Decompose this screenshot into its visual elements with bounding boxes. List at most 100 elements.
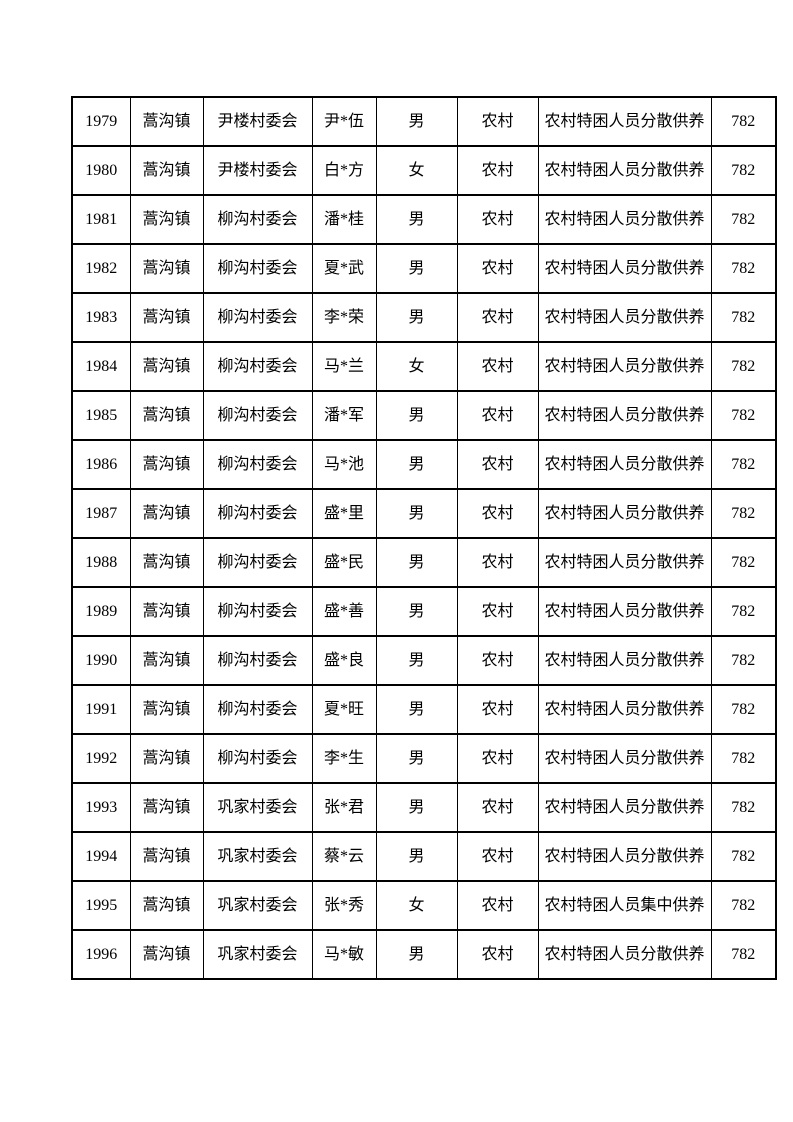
cell-assistance-category: 农村特困人员分散供养 bbox=[537, 96, 712, 147]
cell-gender: 男 bbox=[375, 292, 458, 343]
table-row: 1994 蒿沟镇 巩家村委会 蔡*云 男 农村 农村特困人员分散供养 782 bbox=[71, 831, 777, 882]
cell-amount: 782 bbox=[710, 586, 777, 637]
cell-person-name: 夏*武 bbox=[311, 243, 377, 294]
cell-serial-number: 1987 bbox=[71, 488, 131, 539]
cell-serial-number: 1993 bbox=[71, 782, 131, 833]
cell-assistance-category: 农村特困人员分散供养 bbox=[537, 341, 712, 392]
cell-region-type: 农村 bbox=[456, 782, 539, 833]
cell-amount: 782 bbox=[710, 243, 777, 294]
cell-gender: 男 bbox=[375, 586, 458, 637]
cell-gender: 男 bbox=[375, 488, 458, 539]
cell-gender: 男 bbox=[375, 929, 458, 980]
cell-assistance-category: 农村特困人员分散供养 bbox=[537, 194, 712, 245]
cell-amount: 782 bbox=[710, 635, 777, 686]
cell-village-committee: 柳沟村委会 bbox=[202, 488, 313, 539]
assistance-category-text: 农村特困人员分散供养 bbox=[544, 407, 705, 424]
table-row: 1991 蒿沟镇 柳沟村委会 夏*旺 男 农村 农村特困人员分散供养 782 bbox=[71, 684, 777, 735]
cell-amount: 782 bbox=[710, 831, 777, 882]
cell-serial-number: 1992 bbox=[71, 733, 131, 784]
cell-person-name: 潘*桂 bbox=[311, 194, 377, 245]
cell-serial-number: 1979 bbox=[71, 96, 131, 147]
cell-amount: 782 bbox=[710, 537, 777, 588]
cell-town: 蒿沟镇 bbox=[129, 194, 204, 245]
cell-village-committee: 柳沟村委会 bbox=[202, 439, 313, 490]
assistance-category-text: 农村特困人员分散供养 bbox=[544, 113, 705, 130]
cell-serial-number: 1996 bbox=[71, 929, 131, 980]
cell-gender: 男 bbox=[375, 243, 458, 294]
cell-person-name: 马*敏 bbox=[311, 929, 377, 980]
cell-amount: 782 bbox=[710, 145, 777, 196]
cell-assistance-category: 农村特困人员分散供养 bbox=[537, 635, 712, 686]
cell-serial-number: 1990 bbox=[71, 635, 131, 686]
table-body: 1979 蒿沟镇 尹楼村委会 尹*伍 男 农村 农村特困人员分散供养 782 1… bbox=[71, 96, 777, 980]
cell-person-name: 盛*良 bbox=[311, 635, 377, 686]
cell-person-name: 张*秀 bbox=[311, 880, 377, 931]
cell-village-committee: 柳沟村委会 bbox=[202, 390, 313, 441]
cell-assistance-category: 农村特困人员分散供养 bbox=[537, 684, 712, 735]
cell-town: 蒿沟镇 bbox=[129, 586, 204, 637]
cell-person-name: 蔡*云 bbox=[311, 831, 377, 882]
assistance-category-text: 农村特困人员分散供养 bbox=[544, 701, 705, 718]
cell-amount: 782 bbox=[710, 488, 777, 539]
table-row: 1979 蒿沟镇 尹楼村委会 尹*伍 男 农村 农村特困人员分散供养 782 bbox=[71, 96, 777, 147]
cell-village-committee: 巩家村委会 bbox=[202, 929, 313, 980]
cell-region-type: 农村 bbox=[456, 341, 539, 392]
table-row: 1990 蒿沟镇 柳沟村委会 盛*良 男 农村 农村特困人员分散供养 782 bbox=[71, 635, 777, 686]
cell-amount: 782 bbox=[710, 782, 777, 833]
cell-assistance-category: 农村特困人员分散供养 bbox=[537, 537, 712, 588]
cell-assistance-category: 农村特困人员分散供养 bbox=[537, 439, 712, 490]
cell-amount: 782 bbox=[710, 733, 777, 784]
cell-village-committee: 巩家村委会 bbox=[202, 831, 313, 882]
table-row: 1992 蒿沟镇 柳沟村委会 李*生 男 农村 农村特困人员分散供养 782 bbox=[71, 733, 777, 784]
cell-region-type: 农村 bbox=[456, 929, 539, 980]
cell-person-name: 尹*伍 bbox=[311, 96, 377, 147]
cell-amount: 782 bbox=[710, 390, 777, 441]
cell-village-committee: 柳沟村委会 bbox=[202, 243, 313, 294]
assistance-category-text: 农村特困人员分散供养 bbox=[544, 211, 705, 228]
cell-town: 蒿沟镇 bbox=[129, 537, 204, 588]
cell-person-name: 潘*军 bbox=[311, 390, 377, 441]
cell-region-type: 农村 bbox=[456, 243, 539, 294]
cell-amount: 782 bbox=[710, 880, 777, 931]
cell-town: 蒿沟镇 bbox=[129, 635, 204, 686]
assistance-category-text: 农村特困人员分散供养 bbox=[544, 456, 705, 473]
cell-assistance-category: 农村特困人员分散供养 bbox=[537, 145, 712, 196]
cell-assistance-category: 农村特困人员分散供养 bbox=[537, 243, 712, 294]
cell-town: 蒿沟镇 bbox=[129, 292, 204, 343]
cell-village-committee: 柳沟村委会 bbox=[202, 733, 313, 784]
cell-serial-number: 1982 bbox=[71, 243, 131, 294]
assistance-category-text: 农村特困人员分散供养 bbox=[544, 260, 705, 277]
cell-person-name: 盛*善 bbox=[311, 586, 377, 637]
table-row: 1984 蒿沟镇 柳沟村委会 马*兰 女 农村 农村特困人员分散供养 782 bbox=[71, 341, 777, 392]
table-row: 1982 蒿沟镇 柳沟村委会 夏*武 男 农村 农村特困人员分散供养 782 bbox=[71, 243, 777, 294]
cell-assistance-category: 农村特困人员分散供养 bbox=[537, 292, 712, 343]
cell-town: 蒿沟镇 bbox=[129, 341, 204, 392]
cell-person-name: 盛*民 bbox=[311, 537, 377, 588]
cell-region-type: 农村 bbox=[456, 488, 539, 539]
cell-region-type: 农村 bbox=[456, 880, 539, 931]
cell-village-committee: 柳沟村委会 bbox=[202, 194, 313, 245]
cell-amount: 782 bbox=[710, 341, 777, 392]
assistance-category-text: 农村特困人员分散供养 bbox=[544, 162, 705, 179]
cell-amount: 782 bbox=[710, 684, 777, 735]
cell-region-type: 农村 bbox=[456, 439, 539, 490]
cell-gender: 男 bbox=[375, 390, 458, 441]
cell-region-type: 农村 bbox=[456, 831, 539, 882]
table-row: 1995 蒿沟镇 巩家村委会 张*秀 女 农村 农村特困人员集中供养 782 bbox=[71, 880, 777, 931]
cell-region-type: 农村 bbox=[456, 292, 539, 343]
cell-town: 蒿沟镇 bbox=[129, 733, 204, 784]
assistance-category-text: 农村特困人员分散供养 bbox=[544, 848, 705, 865]
cell-person-name: 马*池 bbox=[311, 439, 377, 490]
cell-gender: 男 bbox=[375, 96, 458, 147]
assistance-category-text: 农村特困人员分散供养 bbox=[544, 946, 705, 963]
cell-assistance-category: 农村特困人员分散供养 bbox=[537, 488, 712, 539]
cell-assistance-category: 农村特困人员分散供养 bbox=[537, 733, 712, 784]
cell-gender: 男 bbox=[375, 831, 458, 882]
assistance-category-text: 农村特困人员分散供养 bbox=[544, 358, 705, 375]
assistance-category-text: 农村特困人员分散供养 bbox=[544, 750, 705, 767]
assistance-category-text: 农村特困人员分散供养 bbox=[544, 505, 705, 522]
cell-village-committee: 柳沟村委会 bbox=[202, 341, 313, 392]
cell-serial-number: 1991 bbox=[71, 684, 131, 735]
table-row: 1980 蒿沟镇 尹楼村委会 白*方 女 农村 农村特困人员分散供养 782 bbox=[71, 145, 777, 196]
cell-gender: 男 bbox=[375, 684, 458, 735]
